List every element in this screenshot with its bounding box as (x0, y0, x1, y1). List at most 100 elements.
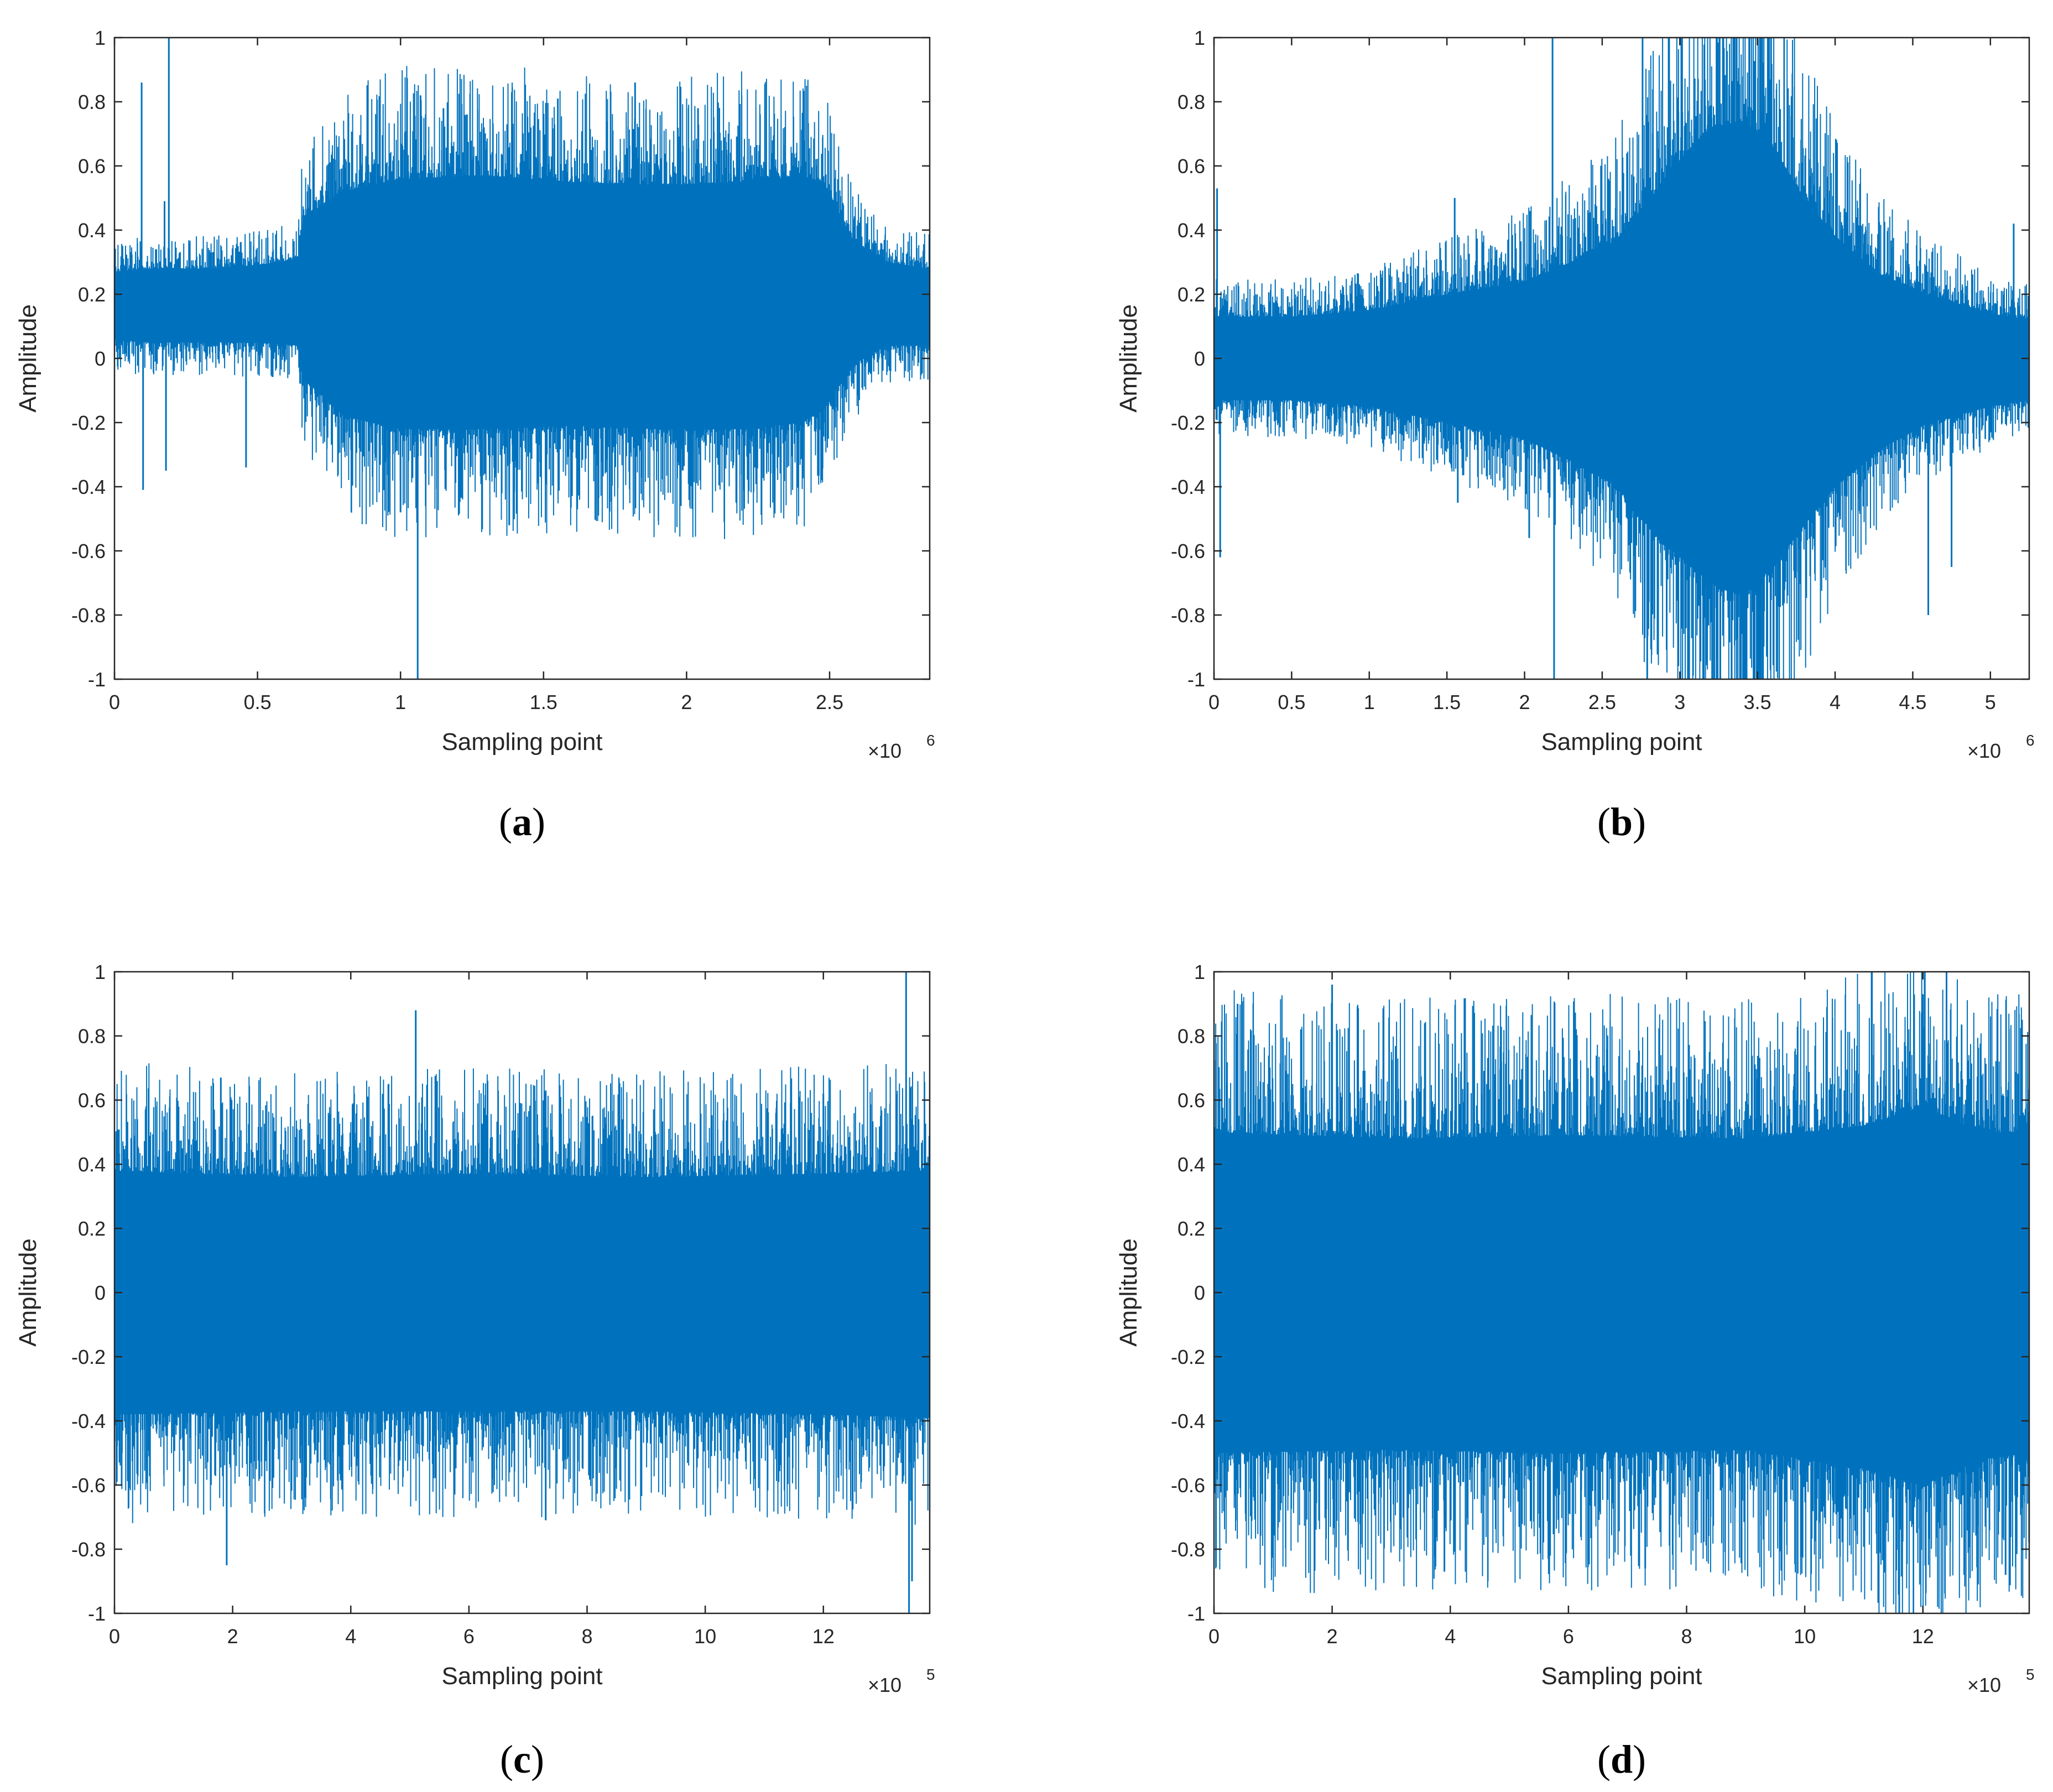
x-tick-label: 4.5 (1899, 691, 1926, 713)
x-tick-label: 0 (109, 1625, 120, 1648)
y-tick-label: -0.6 (1171, 540, 1205, 562)
panel-d: 0 2 4 6 8 10 12 1 0.8 0.6 0.4 0.2 0 -0.2 -0.4 -0.6 -0.8 -… (1115, 961, 2035, 1781)
y-tick-label: 1 (1194, 961, 1205, 983)
y-tick-label: -0.2 (1171, 1346, 1205, 1368)
panel-caption: (a) (499, 800, 545, 844)
x-tick-label: 0.5 (244, 691, 272, 713)
panel-caption: (b) (1597, 800, 1646, 844)
x-tick-label: 12 (812, 1625, 835, 1648)
y-tick-label: 0.2 (78, 283, 106, 306)
y-tick-label: 0.4 (1177, 1153, 1205, 1176)
x-tick-label: 8 (1681, 1625, 1692, 1648)
y-tick-label: 0 (95, 1282, 106, 1304)
y-axis-label: Amplitude (1115, 1238, 1142, 1347)
x-tick-label: 5 (1985, 691, 1996, 713)
y-tick-label: -0.6 (1171, 1474, 1205, 1497)
x-tick-label: 4 (345, 1625, 356, 1648)
panel-a: 0 0.5 1 1.5 2 2.5 1 0.8 0.6 0.4 0.2 0 -0.2 -0.4 -0.6 -0… (14, 27, 935, 844)
y-tick-label: 0.4 (78, 1153, 106, 1176)
y-tick-label: 0.8 (78, 91, 106, 113)
y-axis-label: Amplitude (1115, 304, 1142, 413)
y-tick-label: 0.6 (78, 1089, 106, 1112)
y-tick-label: 0.2 (1177, 283, 1205, 306)
y-tick-label: -0.8 (1171, 1538, 1205, 1561)
x-tick-label: 2 (681, 691, 692, 713)
signal-fringe (114, 66, 930, 539)
x-tick-label: 0 (109, 691, 120, 713)
y-tick-label: 0.8 (1177, 1025, 1205, 1048)
y-tick-label: 0 (1194, 1282, 1205, 1304)
panel-b: 0 0.5 1 1.5 2 2.5 3 3.5 4 4.5 5 1 0.8 0.6 0.4 0.2 0 -0.2 -… (1115, 27, 2035, 844)
y-tick-label: -0.4 (1171, 476, 1205, 498)
signal-series (114, 972, 930, 1613)
x-exponent-superscript: 5 (926, 1666, 935, 1683)
y-tick-label: -0.8 (71, 1538, 106, 1561)
caption-paren-open: ( (1597, 1737, 1611, 1781)
y-tick-label: 0.6 (78, 155, 106, 178)
y-tick-label: 0.6 (1177, 155, 1205, 178)
caption-letter: d (1611, 1737, 1633, 1781)
caption-paren-close: ) (531, 1737, 544, 1781)
y-tick-label: -0.2 (71, 1346, 106, 1368)
signal-series (114, 38, 930, 679)
signal-series (1214, 972, 2029, 1613)
x-tick-label: 2.5 (1588, 691, 1616, 713)
x-tick-label: 8 (581, 1625, 592, 1648)
y-tick-label: -0.4 (71, 1410, 106, 1432)
x-exponent-superscript: 6 (926, 732, 935, 749)
x-exponent-label: ×10 (1967, 739, 2001, 762)
x-tick-label: 1.5 (1433, 691, 1461, 713)
x-exponent-label: ×10 (868, 739, 902, 762)
x-tick-label: 2 (1519, 691, 1530, 713)
y-tick-label: 0 (1194, 347, 1205, 370)
y-axis-label: Amplitude (14, 304, 41, 413)
x-axis-label: Sampling point (1541, 1663, 1702, 1690)
x-exponent-label: ×10 (1967, 1674, 2001, 1696)
y-tick-label: 0.2 (1177, 1217, 1205, 1240)
x-tick-label: 6 (1563, 1625, 1574, 1648)
x-tick-label: 10 (1794, 1625, 1816, 1648)
y-tick-label: 0.4 (1177, 219, 1205, 242)
x-tick-label: 0 (1208, 691, 1220, 713)
y-tick-label: -0.2 (1171, 411, 1205, 434)
caption-paren-open: ( (499, 800, 512, 844)
x-tick-label: 1.5 (530, 691, 557, 713)
caption-paren-open: ( (500, 1737, 513, 1781)
y-tick-label: 0.2 (78, 1217, 106, 1240)
x-tick-label: 0.5 (1278, 691, 1305, 713)
y-tick-label: -0.8 (71, 604, 106, 627)
y-tick-label: -1 (88, 1602, 106, 1625)
y-tick-label: -0.8 (1171, 604, 1205, 627)
caption-paren-open: ( (1597, 800, 1611, 844)
y-tick-label: 0.4 (78, 219, 106, 242)
x-axis-label: Sampling point (441, 728, 602, 756)
x-tick-label: 3.5 (1744, 691, 1771, 713)
y-tick-label: -1 (88, 668, 106, 691)
x-tick-label: 2.5 (816, 691, 843, 713)
x-exponent-superscript: 5 (2026, 1666, 2035, 1683)
x-tick-label: 2 (1327, 1625, 1338, 1648)
y-tick-label: -0.6 (71, 540, 106, 562)
caption-paren-close: ) (1633, 1737, 1646, 1781)
caption-letter: a (512, 800, 532, 844)
panel-caption: (d) (1597, 1737, 1646, 1781)
y-tick-label: -0.4 (1171, 1410, 1205, 1432)
panel-c: 0 2 4 6 8 10 12 1 0.8 0.6 0.4 0.2 0 -0.2 -0.4 -0.6 -0.8 -… (14, 961, 935, 1781)
y-tick-label: -0.4 (71, 476, 106, 498)
x-exponent-label: ×10 (868, 1674, 902, 1696)
caption-letter: b (1611, 800, 1633, 844)
x-tick-label: 1 (395, 691, 406, 713)
panel-caption: (c) (500, 1737, 544, 1781)
y-tick-label: -1 (1187, 668, 1205, 691)
x-tick-label: 1 (1364, 691, 1375, 713)
x-exponent-superscript: 6 (2026, 732, 2035, 749)
y-tick-label: 1 (1194, 27, 1205, 49)
caption-paren-close: ) (532, 800, 545, 844)
y-tick-label: 1 (95, 961, 106, 983)
y-axis-label: Amplitude (14, 1238, 41, 1347)
y-tick-label: 0.8 (78, 1025, 106, 1048)
y-tick-label: 0.8 (1177, 91, 1205, 113)
x-tick-label: 0 (1208, 1625, 1220, 1648)
x-tick-label: 4 (1830, 691, 1841, 713)
